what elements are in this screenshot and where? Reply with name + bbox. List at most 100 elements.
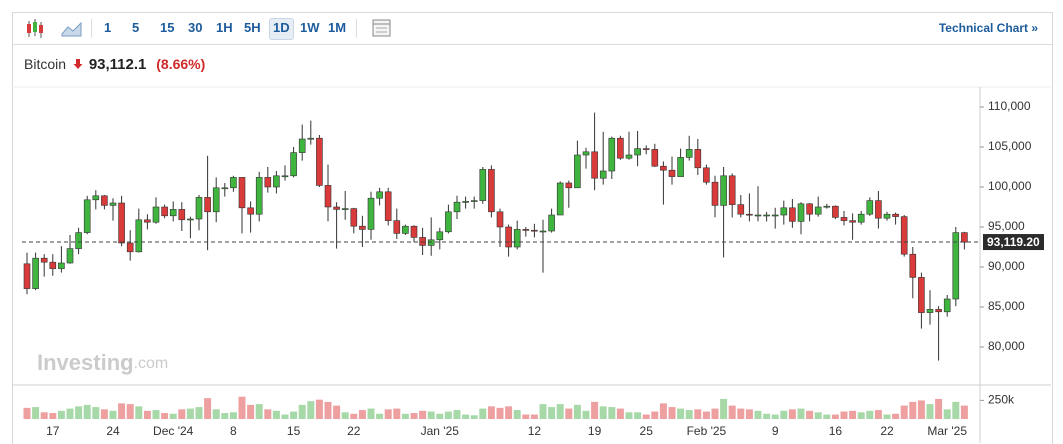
candle-body: [290, 152, 297, 177]
candle-body: [797, 203, 805, 222]
interval-button[interactable]: 5: [132, 20, 140, 35]
volume-bar: [401, 413, 409, 419]
interval-button[interactable]: 1: [104, 20, 112, 35]
volume-bar: [135, 406, 143, 419]
volume-bar: [866, 410, 874, 419]
candle-body: [144, 219, 151, 223]
candle-body: [961, 232, 968, 243]
volume-bar: [651, 411, 659, 419]
interval-button[interactable]: 1W: [300, 20, 320, 35]
candle-body: [694, 149, 702, 169]
volume-bar: [66, 408, 74, 419]
candle-body: [419, 237, 426, 246]
volume-bar: [324, 401, 332, 419]
candle-body: [135, 219, 143, 253]
volume-bar: [281, 414, 289, 419]
candle-body: [763, 214, 770, 217]
x-tick-label: Mar '25: [927, 424, 967, 438]
candle-body: [316, 137, 323, 186]
volume-bar: [849, 410, 857, 419]
candle-body: [376, 191, 383, 199]
y-tick-label: 80,000: [988, 339, 1025, 353]
x-tick-label: 16: [829, 424, 843, 438]
candle-body: [720, 175, 727, 206]
y-tick-label: 105,000: [988, 139, 1032, 153]
volume-bar: [737, 408, 745, 419]
volume-bar: [23, 407, 31, 419]
volume-bar: [358, 410, 366, 419]
candle-icon[interactable]: [21, 14, 51, 44]
interval-button[interactable]: 5H: [244, 20, 261, 35]
candle-body: [556, 182, 564, 216]
candle-body: [58, 262, 65, 269]
candle-body: [264, 177, 272, 188]
x-tick-label: 22: [347, 424, 361, 438]
toolbar: 1 5 15 30 1H 5H 1D 1W 1M Technical Chart »: [13, 13, 1052, 45]
volume-bar: [341, 412, 349, 419]
volume-bar: [229, 412, 237, 419]
volume-bar: [453, 410, 461, 419]
candle-body: [574, 154, 581, 189]
volume-bar: [32, 407, 40, 419]
interval-button[interactable]: 1H: [216, 20, 233, 35]
volume-bar: [573, 404, 581, 419]
volume-bar: [57, 410, 65, 419]
volume-bar: [926, 404, 934, 419]
interval-button[interactable]: 30: [188, 20, 203, 35]
volume-bar: [384, 409, 392, 419]
candle-body: [703, 167, 710, 183]
candle-body: [496, 211, 504, 228]
candle-body: [307, 137, 315, 140]
volume-bar: [298, 404, 306, 419]
volume-bar: [143, 410, 151, 419]
technical-chart-link[interactable]: Technical Chart »: [938, 21, 1038, 35]
volume-bar: [195, 407, 203, 419]
volume-bar: [178, 409, 186, 419]
candle-body: [771, 214, 779, 217]
down-arrow: [73, 59, 83, 69]
price-label: 93,119.20: [987, 235, 1040, 249]
volume-bar: [75, 406, 83, 419]
volume-bar: [831, 414, 839, 419]
candle-body: [410, 225, 418, 238]
candle-body: [393, 220, 401, 234]
x-tick-label: 19: [588, 424, 602, 438]
candle-body: [625, 154, 633, 159]
candle-body: [900, 216, 908, 255]
x-tick-label: 22: [880, 424, 894, 438]
interval-button[interactable]: 15: [160, 20, 175, 35]
x-tick-label: 24: [106, 424, 120, 438]
candle-body: [746, 213, 753, 216]
volume-bar: [591, 401, 599, 419]
candle-body: [221, 187, 229, 190]
candle-body: [737, 204, 745, 215]
line-icon[interactable]: [57, 14, 87, 44]
x-tick-label: Feb '25: [687, 424, 727, 438]
volume-bar: [556, 404, 564, 419]
volume-bar: [874, 410, 882, 419]
volume-bar: [272, 410, 280, 419]
price-label-box: [983, 234, 1044, 251]
x-tick-label: Jan '25: [421, 424, 460, 438]
volume-bar: [83, 404, 91, 419]
volume-bar: [92, 407, 100, 419]
interval-button[interactable]: 1D: [269, 18, 294, 40]
candle-body: [548, 214, 555, 232]
table-icon[interactable]: [371, 18, 393, 40]
volume-bar: [823, 414, 831, 419]
volume-bar: [599, 406, 607, 419]
candle-body: [126, 242, 134, 253]
volume-bar: [49, 413, 57, 419]
candle-body: [952, 232, 960, 300]
volume-bar: [616, 408, 624, 419]
volume-bar: [264, 409, 272, 419]
volume-bar: [118, 403, 126, 419]
candle-body: [109, 202, 117, 206]
interval-button[interactable]: 1M: [328, 20, 347, 35]
volume-bar: [169, 413, 177, 419]
candle-body: [840, 217, 848, 221]
volume-bar: [625, 412, 633, 419]
volume-bar: [814, 412, 822, 419]
